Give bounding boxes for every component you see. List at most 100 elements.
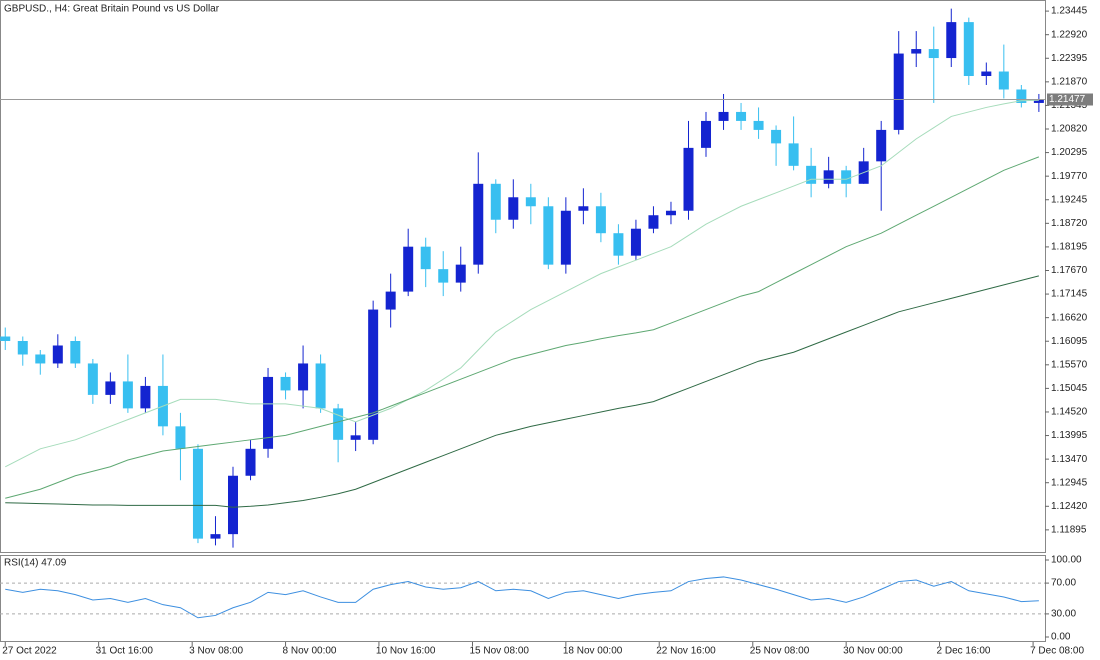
- y-tick-label: 1.21345: [1051, 100, 1088, 111]
- y-tick-label: 1.15570: [1051, 359, 1088, 370]
- candle-body: [105, 381, 116, 395]
- candle-body: [368, 309, 379, 440]
- candle-body: [560, 210, 571, 265]
- main-pane: [0, 0, 1046, 553]
- candle-body: [963, 22, 974, 77]
- candle-body: [245, 448, 256, 476]
- candle-body: [508, 197, 519, 220]
- candle-body: [17, 341, 28, 355]
- candle-body: [70, 341, 81, 364]
- y-tick-label: 1.19245: [1051, 194, 1088, 205]
- price-label: 1.21477: [1049, 94, 1086, 105]
- candle-body: [298, 363, 309, 391]
- candle-body: [403, 246, 414, 292]
- candle-body: [0, 336, 11, 342]
- moving-average: [5, 156, 1040, 499]
- x-tick-label: 2 Dec 16:00: [937, 646, 991, 657]
- candle-body: [87, 363, 98, 395]
- candle-body: [122, 381, 133, 409]
- moving-average: [5, 99, 1039, 468]
- candle-body: [333, 408, 344, 440]
- x-tick-label: 15 Nov 08:00: [469, 646, 529, 657]
- candle-body: [438, 269, 449, 283]
- y-tick-label: 1.16095: [1051, 336, 1088, 347]
- candle-body: [35, 354, 46, 364]
- x-tick-label: 8 Nov 00:00: [283, 646, 337, 657]
- moving-average: [5, 275, 1039, 508]
- x-tick-label: 3 Nov 08:00: [189, 646, 243, 657]
- candle-body: [613, 233, 624, 256]
- y-tick-label: 1.20295: [1051, 147, 1088, 158]
- x-tick-label: 30 Nov 00:00: [843, 646, 903, 657]
- candle-body: [718, 111, 729, 121]
- candle-body: [210, 534, 221, 539]
- candle-body: [543, 206, 554, 265]
- candle-body: [788, 143, 799, 166]
- rsi-title: RSI(14) 47.09: [4, 558, 67, 569]
- y-tick-label: 0.00: [1051, 632, 1071, 643]
- candle-body: [578, 206, 589, 211]
- candle-body: [630, 228, 641, 256]
- y-tick-label: 1.18720: [1051, 218, 1088, 229]
- y-tick-label: 1.21870: [1051, 76, 1088, 87]
- candle-body: [420, 246, 431, 270]
- chart-title: GBPUSD., H4: Great Britain Pound vs US D…: [4, 4, 220, 15]
- y-tick-label: 30.00: [1051, 609, 1076, 620]
- candle-body: [315, 363, 326, 409]
- candle-body: [175, 426, 186, 449]
- y-tick-label: 1.22395: [1051, 53, 1088, 64]
- candle-body: [228, 475, 239, 535]
- rsi-line: [5, 576, 1039, 619]
- x-tick-label: 31 Oct 16:00: [96, 646, 154, 657]
- y-tick-label: 100.00: [1051, 555, 1082, 566]
- rsi-pane: [0, 555, 1046, 642]
- candle-body: [280, 376, 291, 391]
- candle-body: [981, 71, 992, 77]
- candle-body: [192, 448, 203, 539]
- y-tick-label: 1.22920: [1051, 29, 1088, 40]
- candle-body: [525, 197, 536, 207]
- x-tick-label: 10 Nov 16:00: [376, 646, 436, 657]
- price-label-box: [1047, 93, 1093, 106]
- y-tick-label: 1.12945: [1051, 477, 1088, 488]
- y-tick-label: 1.16620: [1051, 312, 1088, 323]
- candle-body: [701, 120, 712, 148]
- candle-body: [876, 129, 887, 162]
- candle-body: [946, 22, 957, 59]
- y-tick-label: 1.20820: [1051, 124, 1088, 135]
- x-tick-label: 27 Oct 2022: [2, 646, 57, 657]
- y-tick-label: 1.15045: [1051, 383, 1088, 394]
- candle-body: [140, 385, 151, 409]
- candle-body: [455, 264, 466, 283]
- y-tick-label: 1.18195: [1051, 242, 1088, 253]
- candle-body: [736, 111, 747, 121]
- y-tick-label: 1.13995: [1051, 430, 1088, 441]
- x-tick-label: 22 Nov 16:00: [656, 646, 716, 657]
- candle-body: [893, 53, 904, 130]
- y-tick-label: 1.19770: [1051, 171, 1088, 182]
- candle-body: [665, 210, 676, 216]
- x-tick-label: 25 Nov 08:00: [750, 646, 810, 657]
- y-tick-label: 1.11895: [1051, 525, 1087, 536]
- candle-body: [385, 291, 396, 310]
- candle-body: [52, 345, 63, 364]
- y-tick-label: 1.17670: [1051, 265, 1088, 276]
- candle-body: [806, 165, 817, 184]
- candle-body: [648, 215, 659, 229]
- y-tick-label: 1.13470: [1051, 454, 1088, 465]
- candle-body: [753, 120, 764, 130]
- candle-body: [683, 147, 694, 211]
- candle-body: [1033, 99, 1044, 103]
- candle-body: [998, 71, 1009, 90]
- x-tick-label: 7 Dec 08:00: [1030, 646, 1084, 657]
- x-tick-label: 18 Nov 00:00: [563, 646, 623, 657]
- candle-body: [263, 376, 274, 449]
- candle-body: [595, 206, 606, 234]
- candle-body: [490, 183, 501, 220]
- candle-body: [473, 183, 484, 265]
- candle-body: [771, 129, 782, 144]
- candle-body: [350, 435, 361, 440]
- y-tick-label: 1.12420: [1051, 501, 1088, 512]
- candle-body: [1016, 89, 1027, 103]
- y-tick-label: 1.14520: [1051, 407, 1088, 418]
